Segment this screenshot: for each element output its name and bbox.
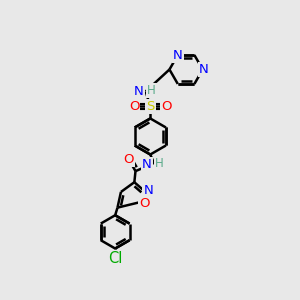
Text: N: N (173, 49, 183, 62)
Text: N: N (142, 158, 152, 171)
Text: N: N (143, 184, 153, 197)
Text: N: N (134, 85, 144, 98)
Text: O: O (161, 100, 172, 113)
Text: Cl: Cl (108, 251, 122, 266)
Text: S: S (146, 100, 154, 113)
Text: H: H (147, 84, 156, 97)
Text: H: H (155, 157, 164, 169)
Text: O: O (123, 153, 134, 166)
Text: O: O (129, 100, 140, 113)
Text: O: O (139, 196, 149, 209)
Text: N: N (199, 63, 209, 76)
